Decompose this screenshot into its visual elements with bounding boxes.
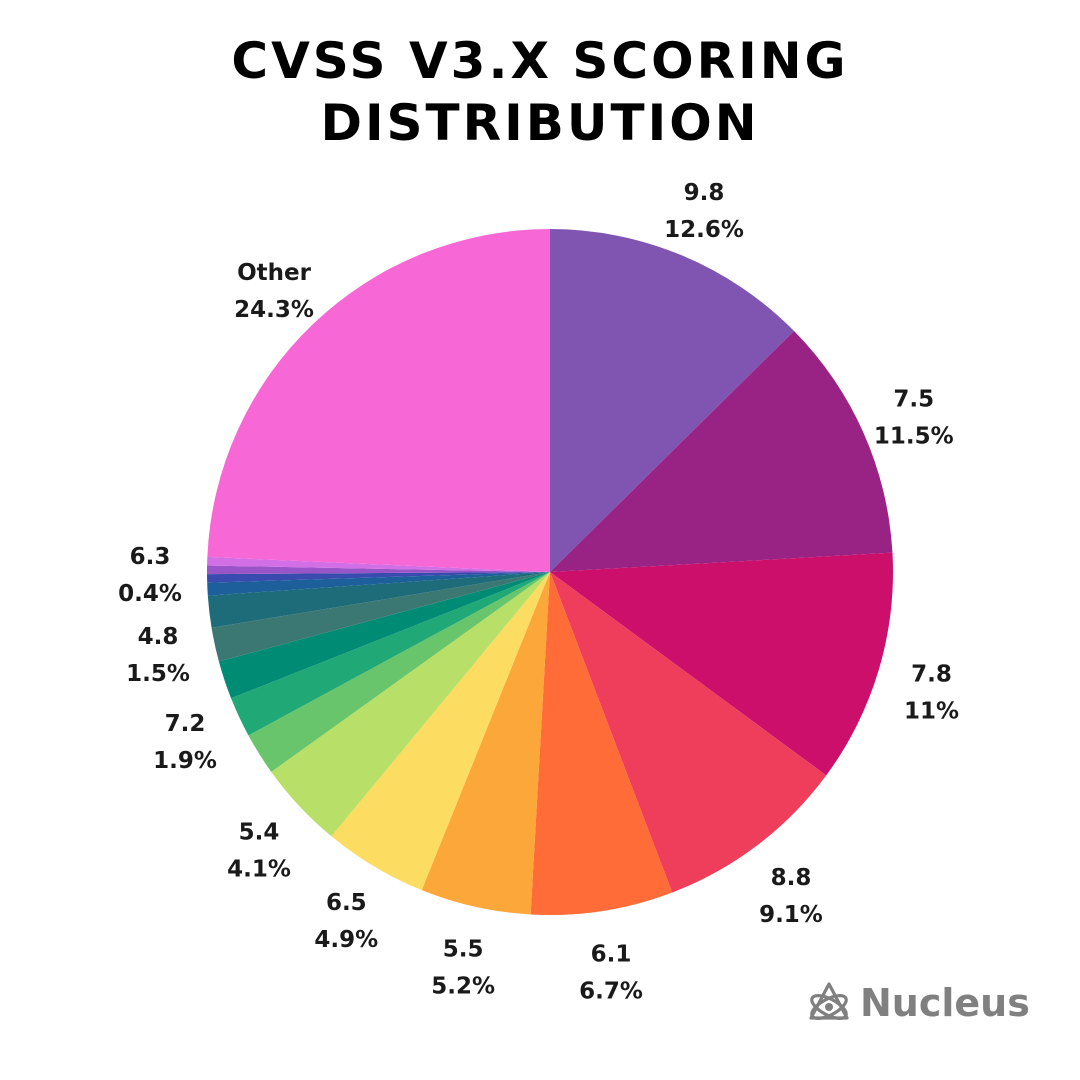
pie-slice-7.2 bbox=[231, 572, 550, 736]
pie-slice-5.4 bbox=[271, 572, 550, 837]
pie-slice-5.5 bbox=[421, 572, 550, 915]
pie-slice-unlabeled-8 bbox=[248, 572, 550, 772]
pie-slice-other bbox=[207, 229, 550, 572]
slice-label-percent: 4.1% bbox=[227, 857, 291, 883]
slice-label-percent: 4.9% bbox=[314, 927, 378, 953]
brand-logo: Nucleus bbox=[804, 975, 1030, 1031]
slice-label-percent: 1.5% bbox=[126, 661, 190, 687]
pie-slice-unlabeled-14 bbox=[207, 572, 550, 583]
chart-title-line-1: CVSS V3.X SCORING bbox=[231, 32, 849, 90]
pie-slice-6.1 bbox=[530, 572, 673, 915]
slice-label-percent: 9.1% bbox=[759, 902, 823, 928]
pie-slice-9.8 bbox=[550, 229, 795, 572]
slice-label-category: 4.8 bbox=[138, 624, 179, 650]
atom-icon bbox=[809, 982, 849, 1020]
slice-label-category: Other bbox=[237, 260, 312, 286]
chart-title: CVSS V3.X SCORING DISTRIBUTION bbox=[0, 30, 1080, 154]
chart-title-line-2: DISTRIBUTION bbox=[320, 94, 760, 152]
pie-slice-6.5 bbox=[331, 572, 550, 891]
pie-slice-unlabeled-13 bbox=[207, 572, 550, 596]
slice-label-percent: 1.9% bbox=[153, 748, 217, 774]
pie-slice-unlabeled-11 bbox=[211, 572, 551, 662]
slice-label-percent: 24.3% bbox=[234, 297, 314, 323]
slice-label-category: 6.3 bbox=[130, 544, 171, 570]
pie-slice-7.5 bbox=[550, 330, 893, 572]
slice-label-percent: 6.7% bbox=[579, 978, 643, 1004]
pie-slices bbox=[207, 229, 893, 915]
slice-label-category: 7.5 bbox=[893, 386, 934, 412]
slice-label-percent: 11% bbox=[904, 698, 959, 724]
pie-slice-4.8 bbox=[207, 572, 550, 628]
slice-label-percent: 12.6% bbox=[664, 217, 744, 243]
slice-label-category: 6.1 bbox=[591, 941, 632, 967]
slice-label-percent: 11.5% bbox=[874, 423, 954, 449]
slice-label-percent: 5.2% bbox=[431, 973, 495, 999]
brand-name: Nucleus bbox=[860, 981, 1030, 1025]
slice-label-category: 5.5 bbox=[443, 936, 484, 962]
pie-slice-unlabeled-15 bbox=[207, 565, 551, 575]
pie-labels: 9.8 12.6% 7.5 11.5% 7.8 11% 8.8 9.1% 6.1 6.7% 5.5 5… bbox=[118, 180, 959, 1004]
slice-label-category: 9.8 bbox=[684, 180, 725, 206]
pie-slice-6.3 bbox=[207, 556, 551, 572]
slice-label-category: 7.2 bbox=[165, 711, 206, 737]
pie-slice-7.8 bbox=[550, 552, 893, 776]
pie-slice-unlabeled-10 bbox=[218, 572, 551, 699]
slice-label-category: 5.4 bbox=[239, 820, 280, 846]
slice-label-category: 7.8 bbox=[911, 661, 952, 687]
slice-label-category: 6.5 bbox=[326, 890, 367, 916]
slice-label-percent: 0.4% bbox=[118, 581, 182, 607]
pie-slice-8.8 bbox=[550, 572, 827, 893]
slice-label-category: 8.8 bbox=[771, 865, 812, 891]
